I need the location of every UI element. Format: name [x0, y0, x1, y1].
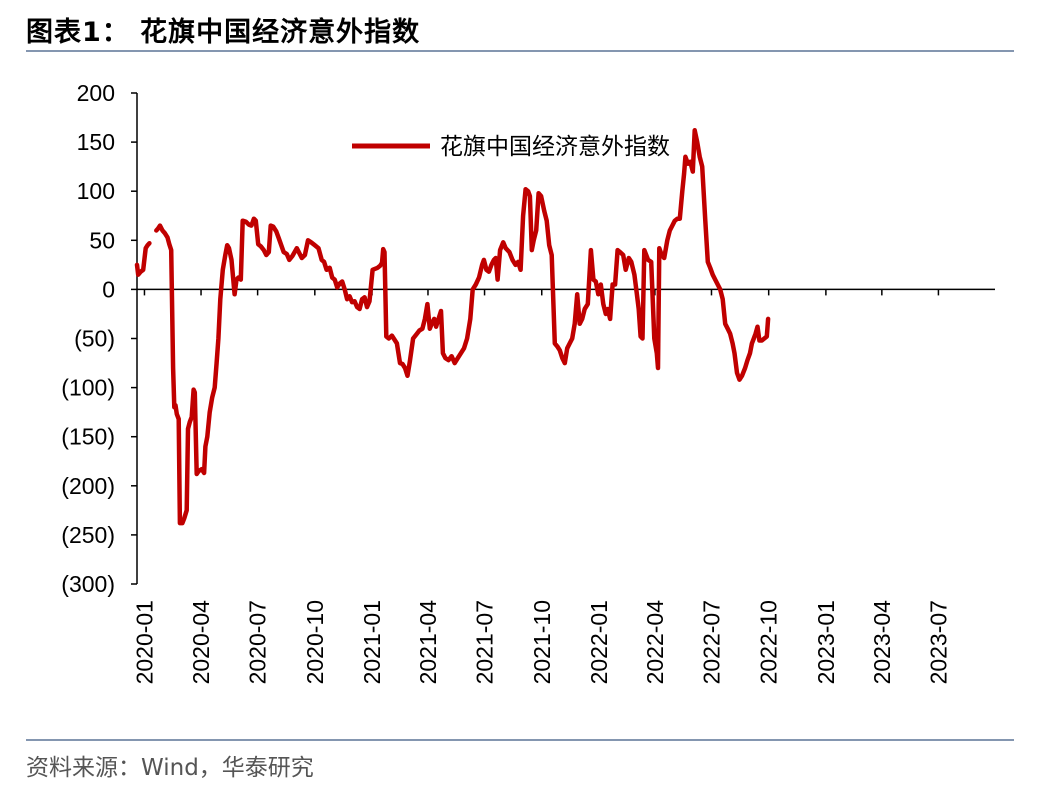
x-tick-label: 2022-01	[586, 600, 612, 684]
legend-label: 花旗中国经济意外指数	[440, 133, 670, 159]
source-note: 资料来源：Wind，华泰研究	[26, 755, 314, 781]
x-tick-label: 2022-10	[756, 600, 782, 684]
y-axis-ticks	[131, 92, 137, 585]
x-tick-label: 2023-07	[925, 600, 951, 684]
y-tick-label: (300)	[61, 571, 115, 597]
x-axis-tick-labels: 2020-01 2020-04 2020-07 2020-10 2021-01 2021-…	[131, 600, 951, 685]
x-tick-label: 2023-01	[813, 600, 839, 684]
y-tick-label: 100	[77, 178, 115, 204]
title-rule	[26, 50, 1014, 52]
x-tick-label: 2020-04	[188, 600, 214, 685]
legend: 花旗中国经济意外指数	[352, 133, 670, 159]
figure-title: 图表1： 花旗中国经济意外指数	[26, 17, 421, 48]
y-tick-label: 50	[89, 227, 115, 253]
x-tick-label: 2021-10	[529, 600, 555, 684]
x-tick-label: 2020-10	[302, 600, 328, 684]
y-axis-tick-labels: 200 150 100 50 0 (50) (100) (150) (200) (250) (300…	[61, 80, 115, 597]
x-tick-label: 2020-07	[245, 600, 271, 684]
x-tick-label: 2021-07	[472, 600, 498, 684]
series-layer	[134, 128, 771, 526]
y-tick-label: (100)	[61, 375, 115, 401]
y-tick-label: 200	[77, 80, 115, 106]
x-tick-label: 2022-04	[642, 600, 668, 685]
series-line	[154, 128, 771, 526]
x-tick-label: 2023-04	[869, 600, 895, 685]
source-rule	[26, 739, 1014, 741]
y-tick-label: (50)	[74, 326, 115, 352]
x-axis-ticks	[143, 289, 940, 296]
y-tick-label: 0	[102, 276, 115, 302]
x-tick-label: 2022-07	[698, 600, 724, 684]
x-tick-label: 2021-01	[359, 600, 385, 684]
x-tick-label: 2020-01	[131, 600, 157, 684]
y-tick-label: (150)	[61, 424, 115, 450]
x-tick-label: 2021-04	[415, 600, 441, 685]
y-tick-label: (200)	[61, 473, 115, 499]
y-tick-label: (250)	[61, 522, 115, 548]
y-tick-label: 150	[77, 129, 115, 155]
series-line	[134, 240, 152, 277]
